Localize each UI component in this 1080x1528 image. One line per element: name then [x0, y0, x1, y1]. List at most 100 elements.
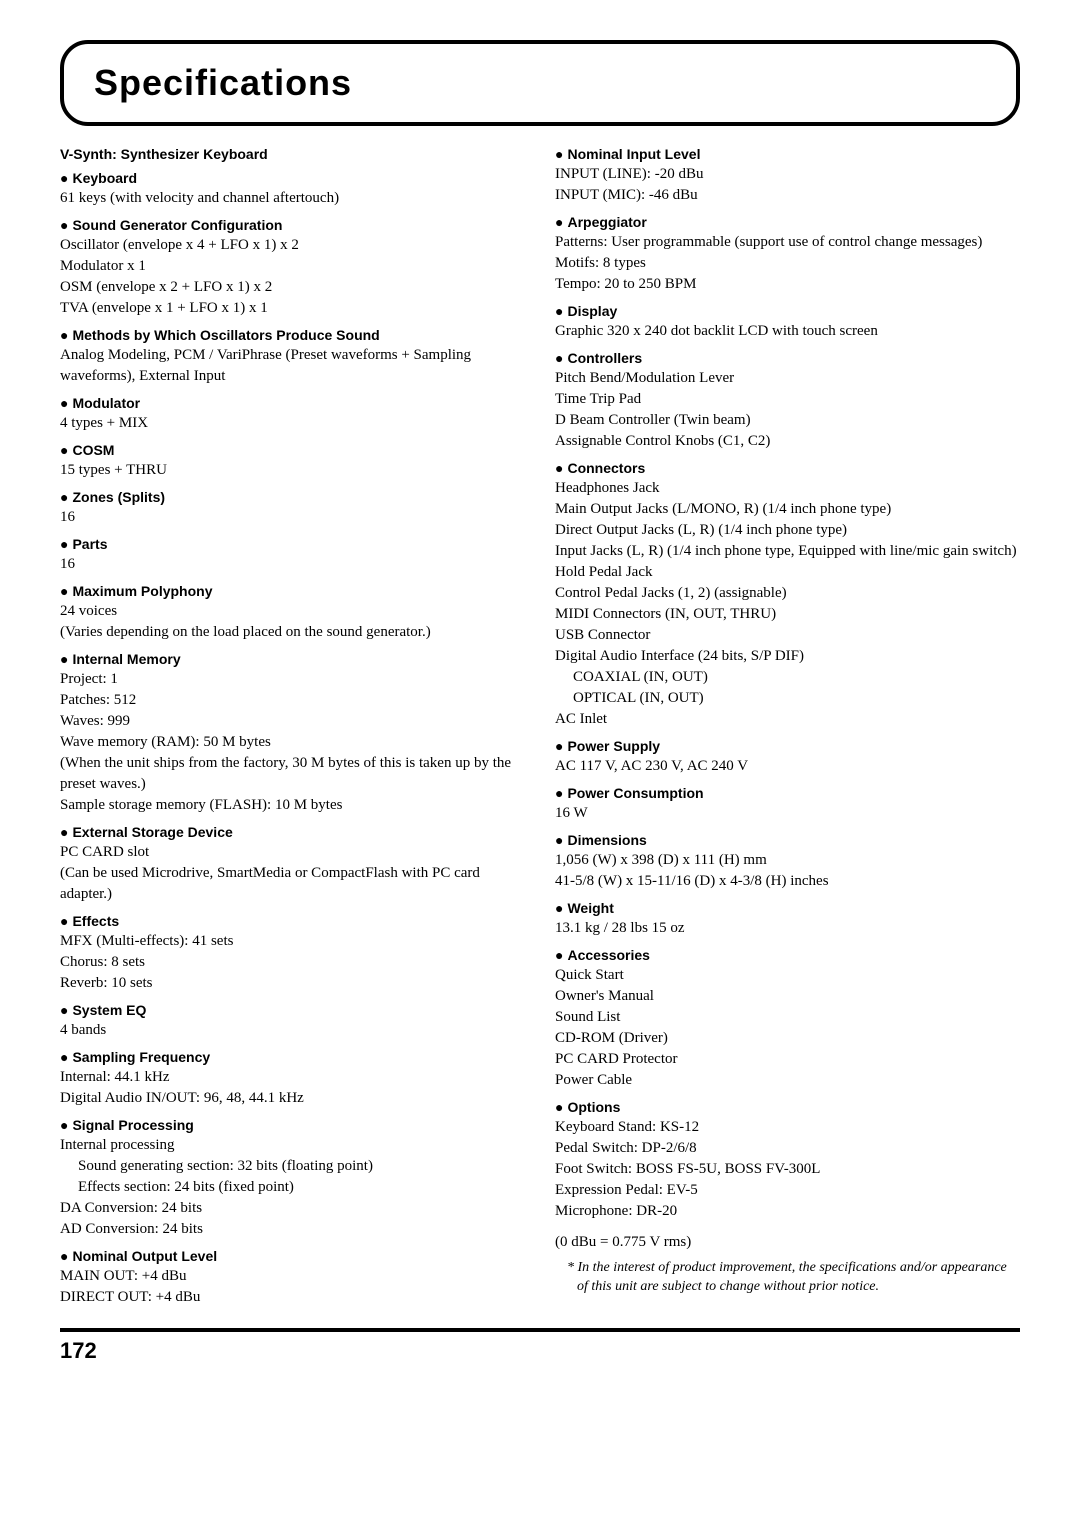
bullet-icon: ● — [555, 1099, 563, 1115]
text: (Varies depending on the load placed on … — [60, 622, 525, 643]
heading: Parts — [72, 536, 107, 552]
text: 16 W — [555, 803, 1020, 824]
sect-intmem: ●Internal Memory — [60, 651, 525, 667]
bullet-icon: ● — [60, 583, 68, 599]
text: 24 voices — [60, 601, 525, 622]
page-number: 172 — [60, 1338, 1020, 1364]
bullet-icon: ● — [60, 170, 68, 186]
text: USB Connector — [555, 625, 1020, 646]
sect-opt: ●Options — [555, 1099, 1020, 1115]
sect-samp: ●Sampling Frequency — [60, 1049, 525, 1065]
text: Sound List — [555, 1007, 1020, 1028]
text: Patterns: User programmable (support use… — [555, 232, 1020, 253]
bullet-icon: ● — [555, 303, 563, 319]
text: INPUT (MIC): -46 dBu — [555, 185, 1020, 206]
text: Reverb: 10 sets — [60, 973, 525, 994]
text: Motifs: 8 types — [555, 253, 1020, 274]
text: Headphones Jack — [555, 478, 1020, 499]
bullet-icon: ● — [60, 651, 68, 667]
bullet-icon: ● — [555, 785, 563, 801]
sect-eq: ●System EQ — [60, 1002, 525, 1018]
bullet-icon: ● — [60, 489, 68, 505]
footer: 172 — [60, 1328, 1020, 1364]
text: AC Inlet — [555, 709, 1020, 730]
text: Digital Audio IN/OUT: 96, 48, 44.1 kHz — [60, 1088, 525, 1109]
sect-zones: ●Zones (Splits) — [60, 489, 525, 505]
text: INPUT (LINE): -20 dBu — [555, 164, 1020, 185]
text: 15 types + THRU — [60, 460, 525, 481]
text: Expression Pedal: EV-5 — [555, 1180, 1020, 1201]
sect-parts: ●Parts — [60, 536, 525, 552]
text: (Can be used Microdrive, SmartMedia or C… — [60, 863, 525, 905]
text: OPTICAL (IN, OUT) — [555, 688, 1020, 709]
heading: System EQ — [72, 1002, 146, 1018]
text: Microphone: DR-20 — [555, 1201, 1020, 1222]
sect-fx: ●Effects — [60, 913, 525, 929]
heading: Effects — [72, 913, 119, 929]
bullet-icon: ● — [60, 327, 68, 343]
text: Graphic 320 x 240 dot backlit LCD with t… — [555, 321, 1020, 342]
text: Effects section: 24 bits (fixed point) — [60, 1177, 525, 1198]
sect-modulator: ●Modulator — [60, 395, 525, 411]
text: OSM (envelope x 2 + LFO x 1) x 2 — [60, 277, 525, 298]
heading: Options — [567, 1099, 620, 1115]
text: Owner's Manual — [555, 986, 1020, 1007]
text: CD-ROM (Driver) — [555, 1028, 1020, 1049]
sect-poly: ●Maximum Polyphony — [60, 583, 525, 599]
text: Direct Output Jacks (L, R) (1/4 inch pho… — [555, 520, 1020, 541]
text: Keyboard Stand: KS-12 — [555, 1117, 1020, 1138]
product-name: V-Synth: Synthesizer Keyboard — [60, 146, 525, 162]
text: PC CARD slot — [60, 842, 525, 863]
bullet-icon: ● — [555, 832, 563, 848]
note: (0 dBu = 0.775 V rms) — [555, 1232, 1020, 1253]
heading: Nominal Input Level — [567, 146, 700, 162]
heading: Signal Processing — [72, 1117, 193, 1133]
bullet-icon: ● — [555, 947, 563, 963]
text: 16 — [60, 554, 525, 575]
heading: Internal Memory — [72, 651, 180, 667]
heading: COSM — [72, 442, 114, 458]
heading: Maximum Polyphony — [72, 583, 212, 599]
text: Sample storage memory (FLASH): 10 M byte… — [60, 795, 525, 816]
text: Sound generating section: 32 bits (float… — [60, 1156, 525, 1177]
text: Oscillator (envelope x 4 + LFO x 1) x 2 — [60, 235, 525, 256]
sect-cosm: ●COSM — [60, 442, 525, 458]
sect-acc: ●Accessories — [555, 947, 1020, 963]
text: AD Conversion: 24 bits — [60, 1219, 525, 1240]
heading: Weight — [567, 900, 613, 916]
bullet-icon: ● — [555, 350, 563, 366]
sect-pwr: ●Power Supply — [555, 738, 1020, 754]
text: Hold Pedal Jack — [555, 562, 1020, 583]
bullet-icon: ● — [60, 1049, 68, 1065]
heading: Nominal Output Level — [72, 1248, 217, 1264]
text: AC 117 V, AC 230 V, AC 240 V — [555, 756, 1020, 777]
bullet-icon: ● — [555, 738, 563, 754]
sect-nout: ●Nominal Output Level — [60, 1248, 525, 1264]
bullet-icon: ● — [60, 824, 68, 840]
text: Quick Start — [555, 965, 1020, 986]
sect-pcon: ●Power Consumption — [555, 785, 1020, 801]
bullet-icon: ● — [60, 536, 68, 552]
text: Waves: 999 — [60, 711, 525, 732]
text: DIRECT OUT: +4 dBu — [60, 1287, 525, 1308]
heading: Display — [567, 303, 617, 319]
text: 1,056 (W) x 398 (D) x 111 (H) mm — [555, 850, 1020, 871]
bullet-icon: ● — [60, 442, 68, 458]
text: Project: 1 — [60, 669, 525, 690]
text: 16 — [60, 507, 525, 528]
sect-methods: ●Methods by Which Oscillators Produce So… — [60, 327, 525, 343]
heading: Dimensions — [567, 832, 646, 848]
left-column: V-Synth: Synthesizer Keyboard ●Keyboard … — [60, 146, 525, 1308]
text: Power Cable — [555, 1070, 1020, 1091]
text: COAXIAL (IN, OUT) — [555, 667, 1020, 688]
text: Tempo: 20 to 250 BPM — [555, 274, 1020, 295]
bullet-icon: ● — [60, 1002, 68, 1018]
sect-arp: ●Arpeggiator — [555, 214, 1020, 230]
text: Foot Switch: BOSS FS-5U, BOSS FV-300L — [555, 1159, 1020, 1180]
heading: Methods by Which Oscillators Produce Sou… — [72, 327, 379, 343]
text: Digital Audio Interface (24 bits, S/P DI… — [555, 646, 1020, 667]
bullet-icon: ● — [60, 1248, 68, 1264]
text: 13.1 kg / 28 lbs 15 oz — [555, 918, 1020, 939]
bullet-icon: ● — [555, 900, 563, 916]
heading: Keyboard — [72, 170, 137, 186]
